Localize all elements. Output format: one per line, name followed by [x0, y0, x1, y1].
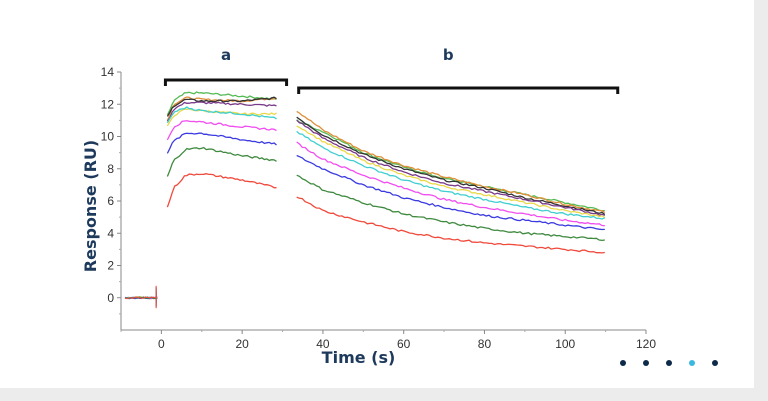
x-tick-label: 120: [636, 337, 656, 351]
carousel-dots[interactable]: [620, 357, 718, 369]
sensorgram-chart: 0 2 4 6 8 10 12 14 0 20 40 60 80 100 120 Time (s) Respon…: [81, 46, 656, 367]
series-9-dissociation: [296, 196, 605, 254]
series-9-baseline: [124, 296, 158, 300]
x-tick-label: 0: [158, 337, 165, 351]
series-2-association: [166, 96, 277, 117]
carousel-dot[interactable]: [666, 360, 672, 366]
series-3-association: [166, 101, 277, 122]
y-axis-title: Response (RU): [81, 140, 100, 272]
series-4-association: [166, 108, 277, 127]
x-tick-label: 20: [235, 337, 249, 351]
y-tick-label: 10: [101, 130, 115, 144]
series-7-dissociation: [296, 154, 605, 231]
series-4-dissociation: [296, 125, 606, 219]
x-tick-label: 40: [316, 337, 330, 351]
series-5-association: [166, 106, 277, 124]
phase-bracket-b: [297, 86, 620, 94]
series-7-association: [166, 132, 277, 154]
series-9-association: [166, 173, 277, 208]
y-tick-label: 8: [107, 162, 114, 176]
x-tick-label: 60: [397, 337, 411, 351]
x-tick-label: 80: [478, 337, 492, 351]
x-axis-title: Time (s): [322, 348, 396, 367]
y-tick-label: 14: [101, 65, 115, 79]
phase-bracket-a: [163, 78, 289, 86]
carousel-dot-active[interactable]: [689, 360, 695, 366]
phase-label-b: b: [443, 46, 454, 64]
series-2-dissociation: [296, 116, 606, 216]
y-tick-label: 4: [107, 226, 114, 240]
y-tick-label: 12: [101, 97, 115, 111]
series-0-dissociation: [296, 119, 605, 212]
x-tick-label: 100: [555, 337, 575, 351]
carousel-dot[interactable]: [620, 360, 626, 366]
y-tick-label: 6: [107, 194, 114, 208]
y-tick-label: 2: [107, 259, 114, 273]
carousel-dot[interactable]: [712, 360, 718, 366]
series-6-association: [166, 120, 277, 141]
series-1-dissociation: [296, 110, 606, 214]
chart-card: 0 2 4 6 8 10 12 14 0 20 40 60 80 100 120 Time (s) Respon…: [0, 0, 754, 388]
series-0-association: [166, 91, 277, 116]
series-8-association: [166, 146, 277, 177]
carousel-dot[interactable]: [643, 360, 649, 366]
series-8-dissociation: [296, 174, 605, 242]
y-tick-label: 0: [107, 291, 114, 305]
series-5-dissociation: [296, 130, 606, 220]
series-3-dissociation: [296, 119, 606, 217]
series-6-dissociation: [296, 141, 605, 227]
phase-label-a: a: [221, 46, 231, 64]
